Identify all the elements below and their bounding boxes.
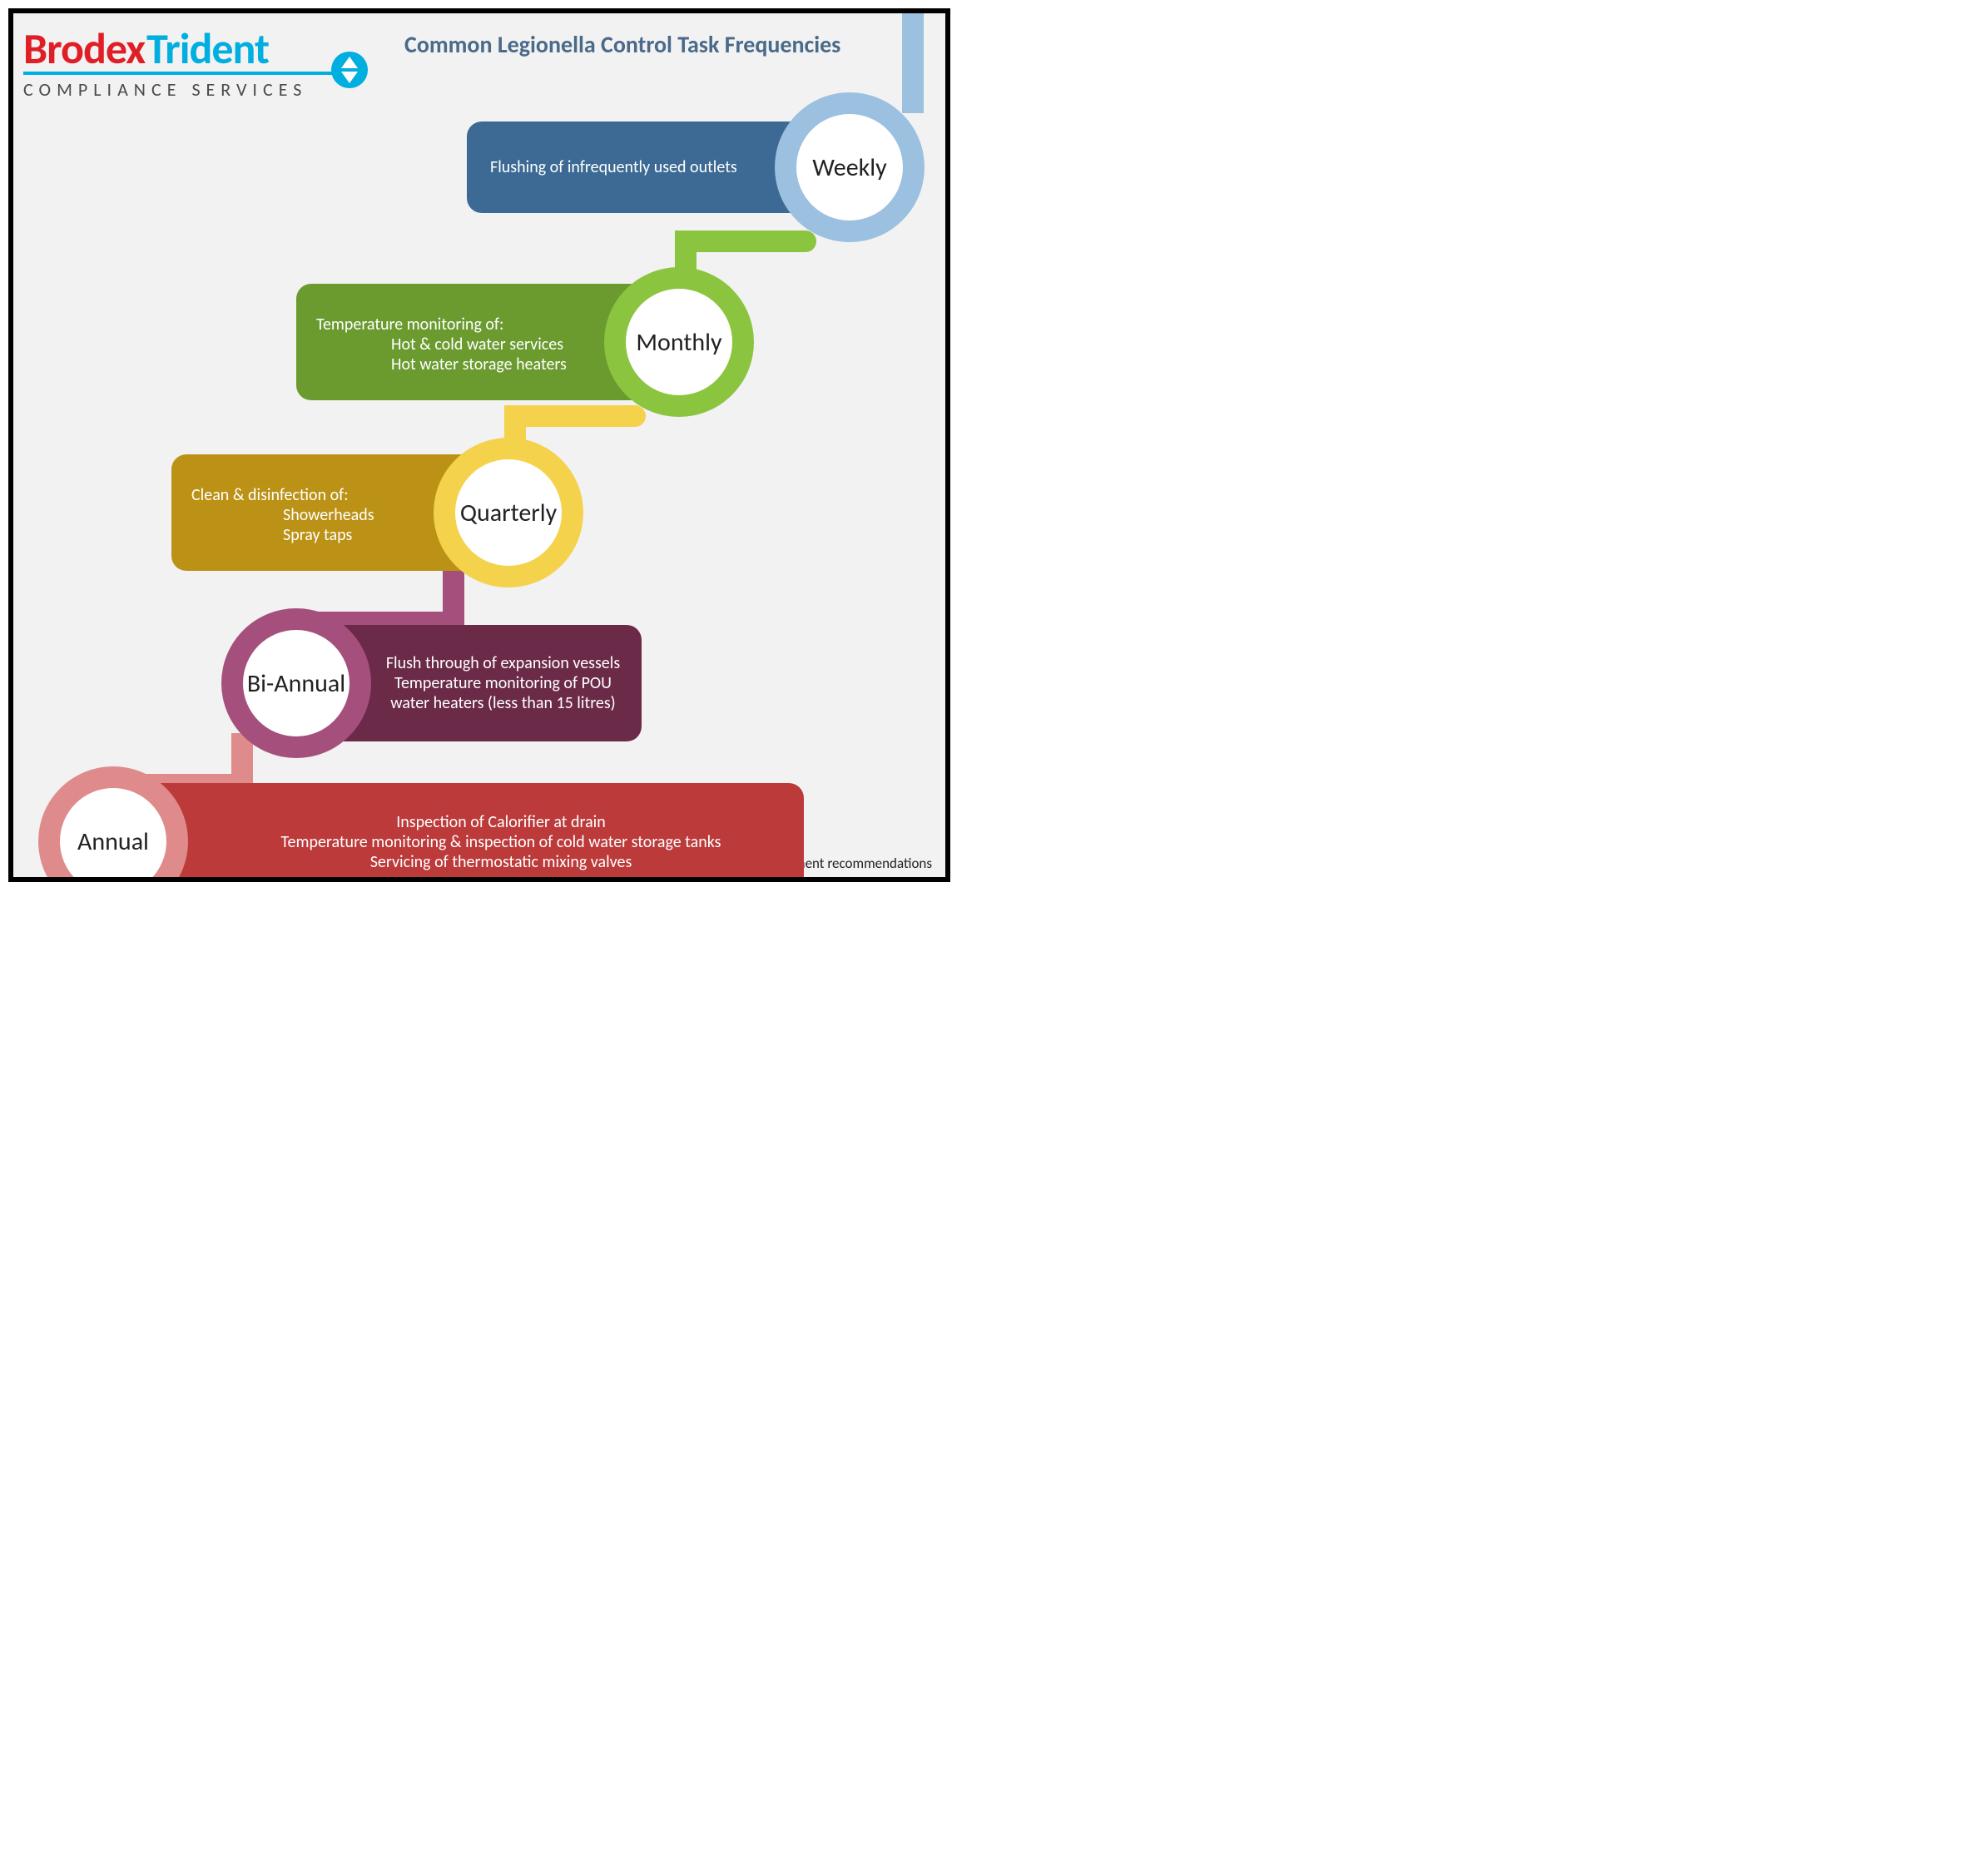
logo-brand1: Brodex — [23, 22, 145, 75]
step-annual-bar: Inspection of Calorifier at drain Temper… — [146, 783, 804, 882]
step-quarterly-line2: Spray taps — [191, 525, 471, 545]
step-quarterly-line1: Showerheads — [191, 505, 471, 525]
page-title: Common Legionella Control Task Frequenci… — [404, 30, 840, 59]
step-quarterly-label: Quarterly — [460, 499, 557, 527]
step-biannual-line3: water heaters (less than 15 litres) — [379, 693, 627, 713]
step-monthly-heading: Temperature monitoring of: — [316, 315, 637, 335]
step-biannual-line2: Temperature monitoring of POU — [379, 673, 627, 693]
logo-subtitle: COMPLIANCE SERVICES — [23, 72, 364, 101]
step-annual-line1: Inspection of Calorifier at drain — [213, 812, 789, 832]
step-biannual-line1: Flush through of expansion vessels — [379, 653, 627, 673]
step-weekly-label: Weekly — [812, 154, 887, 181]
step-quarterly-heading: Clean & disinfection of: — [191, 485, 471, 505]
logo-brand2: Trident — [146, 22, 269, 75]
step-annual-line2: Temperature monitoring & inspection of c… — [213, 832, 789, 852]
step-monthly-ring: Monthly — [604, 267, 754, 417]
step-biannual-bar: Flush through of expansion vessels Tempe… — [330, 625, 642, 741]
step-biannual-ring: Bi-Annual — [221, 608, 371, 758]
entry-connector — [902, 8, 924, 113]
step-weekly-ring: Weekly — [775, 92, 925, 242]
step-monthly-line2: Hot water storage heaters — [316, 354, 637, 374]
step-annual-label: Annual — [77, 828, 149, 855]
logo-icon — [331, 52, 368, 88]
step-biannual-label: Bi-Annual — [247, 670, 345, 697]
step-monthly-bar: Temperature monitoring of: Hot & cold wa… — [296, 284, 646, 400]
step-quarterly-ring: Quarterly — [434, 438, 583, 587]
step-monthly-label: Monthly — [636, 329, 721, 356]
infographic-frame: Brodex Trident COMPLIANCE SERVICES Commo… — [8, 8, 950, 882]
step-annual-line3: Servicing of thermostatic mixing valves — [213, 852, 789, 872]
step-monthly-line1: Hot & cold water services — [316, 335, 637, 354]
logo: Brodex Trident COMPLIANCE SERVICES — [23, 22, 364, 101]
step-weekly-bar: Flushing of infrequently used outlets — [467, 121, 825, 213]
